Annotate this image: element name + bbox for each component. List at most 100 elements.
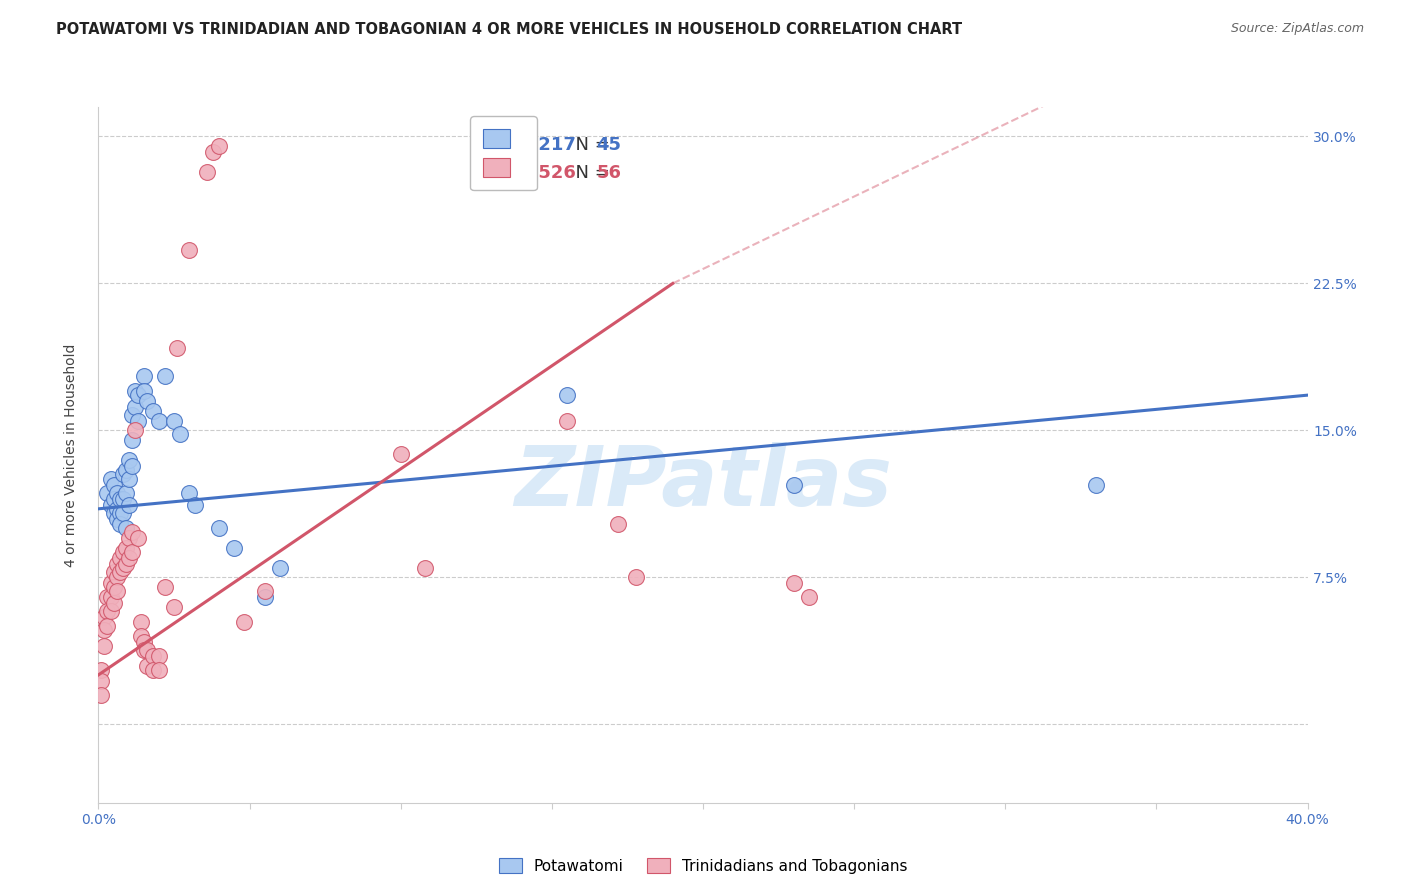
Text: N =: N = — [564, 136, 616, 154]
Point — [96, 486, 118, 500]
Point — [108, 550, 131, 565]
Point — [1085, 478, 1108, 492]
Point — [783, 576, 806, 591]
Point — [253, 590, 276, 604]
Point — [90, 663, 112, 677]
Point — [114, 486, 136, 500]
Point — [129, 629, 152, 643]
Point — [121, 525, 143, 540]
Point — [253, 584, 276, 599]
Point — [96, 604, 118, 618]
Point — [129, 615, 152, 630]
Point — [111, 467, 134, 481]
Point — [103, 580, 125, 594]
Point — [105, 511, 128, 525]
Point — [202, 145, 225, 160]
Point — [111, 545, 134, 559]
Point — [783, 478, 806, 492]
Point — [124, 424, 146, 438]
Point — [413, 560, 436, 574]
Point — [105, 486, 128, 500]
Text: R =: R = — [479, 164, 519, 182]
Point — [100, 576, 122, 591]
Point — [132, 384, 155, 399]
Point — [105, 501, 128, 516]
Point — [111, 506, 134, 520]
Point — [90, 688, 112, 702]
Point — [93, 624, 115, 638]
Point — [163, 599, 186, 614]
Point — [148, 414, 170, 428]
Point — [626, 570, 648, 584]
Point — [121, 408, 143, 422]
Point — [121, 545, 143, 559]
Point — [269, 560, 291, 574]
Point — [124, 400, 146, 414]
Point — [184, 498, 207, 512]
Point — [114, 557, 136, 571]
Point — [114, 541, 136, 555]
Point — [135, 643, 157, 657]
Point — [132, 635, 155, 649]
Point — [195, 165, 218, 179]
Point — [108, 491, 131, 506]
Legend: Potawatomi, Trinidadians and Tobagonians: Potawatomi, Trinidadians and Tobagonians — [492, 852, 914, 880]
Point — [93, 639, 115, 653]
Point — [224, 541, 246, 555]
Point — [100, 604, 122, 618]
Text: 0.217: 0.217 — [519, 136, 576, 154]
Point — [114, 462, 136, 476]
Point — [127, 414, 149, 428]
Point — [232, 615, 254, 630]
Point — [121, 458, 143, 473]
Text: N =: N = — [564, 164, 616, 182]
Point — [118, 550, 141, 565]
Point — [108, 517, 131, 532]
Point — [103, 565, 125, 579]
Point — [389, 447, 412, 461]
Point — [111, 491, 134, 506]
Point — [103, 478, 125, 492]
Point — [179, 486, 201, 500]
Point — [142, 404, 165, 418]
Point — [100, 498, 122, 512]
Point — [135, 658, 157, 673]
Point — [127, 388, 149, 402]
Text: 45: 45 — [596, 136, 621, 154]
Point — [118, 452, 141, 467]
Text: POTAWATOMI VS TRINIDADIAN AND TOBAGONIAN 4 OR MORE VEHICLES IN HOUSEHOLD CORRELA: POTAWATOMI VS TRINIDADIAN AND TOBAGONIAN… — [56, 22, 962, 37]
Text: ZIPatlas: ZIPatlas — [515, 442, 891, 524]
Point — [108, 506, 131, 520]
Point — [111, 560, 134, 574]
Text: R =: R = — [479, 136, 519, 154]
Point — [555, 414, 578, 428]
Point — [121, 434, 143, 448]
Point — [103, 506, 125, 520]
Point — [153, 368, 176, 383]
Text: 56: 56 — [596, 164, 621, 182]
Point — [127, 531, 149, 545]
Point — [114, 521, 136, 535]
Point — [118, 472, 141, 486]
Y-axis label: 4 or more Vehicles in Household: 4 or more Vehicles in Household — [63, 343, 77, 566]
Point — [118, 531, 141, 545]
Point — [142, 663, 165, 677]
Point — [90, 674, 112, 689]
Point — [555, 388, 578, 402]
Point — [169, 427, 191, 442]
Point — [132, 368, 155, 383]
Point — [124, 384, 146, 399]
Point — [103, 596, 125, 610]
Point — [163, 414, 186, 428]
Point — [100, 472, 122, 486]
Point — [118, 498, 141, 512]
Point — [153, 580, 176, 594]
Point — [132, 643, 155, 657]
Text: Source: ZipAtlas.com: Source: ZipAtlas.com — [1230, 22, 1364, 36]
Point — [607, 517, 630, 532]
Point — [108, 565, 131, 579]
Point — [179, 243, 201, 257]
Point — [100, 590, 122, 604]
Point — [148, 663, 170, 677]
Point — [96, 590, 118, 604]
